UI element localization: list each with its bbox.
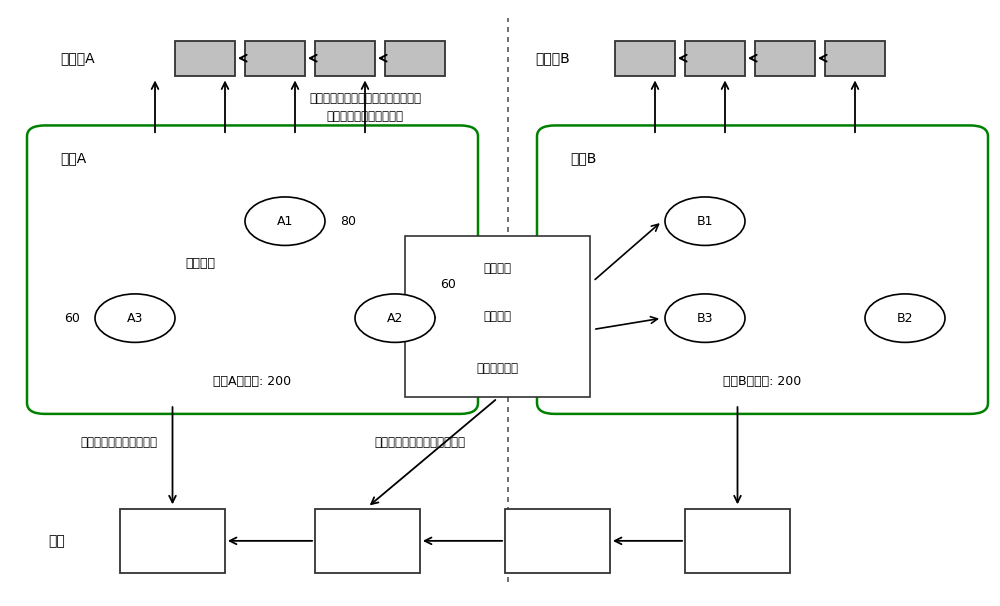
Text: 跨片交易: 跨片交易 [484, 262, 512, 275]
Bar [175, 41, 235, 76]
Bar [685, 509, 790, 573]
Text: 60: 60 [440, 278, 456, 291]
Text: A2: A2 [387, 311, 403, 325]
Text: 片内交易: 片内交易 [185, 257, 215, 270]
Text: 分片A总余额: 200: 分片A总余额: 200 [213, 375, 292, 388]
Bar [685, 41, 745, 76]
Text: B2: B2 [897, 311, 913, 325]
Bar [825, 41, 885, 76]
Bar [405, 236, 590, 397]
Circle shape [665, 197, 745, 245]
Text: 跨片交易聚合: 跨片交易聚合 [477, 362, 518, 375]
Circle shape [355, 294, 435, 342]
Circle shape [95, 294, 175, 342]
Bar [245, 41, 305, 76]
Text: 分片链B: 分片链B [535, 51, 570, 65]
Text: 分片状态存放至分片链上: 分片状态存放至分片链上 [326, 110, 404, 123]
Text: 主链: 主链 [48, 534, 65, 548]
Text: A1: A1 [277, 215, 293, 228]
Text: 聚合后的关键信息存放至主链: 聚合后的关键信息存放至主链 [374, 436, 466, 449]
Text: 分片链A: 分片链A [60, 51, 95, 65]
Text: 余额关键信息存放至主链: 余额关键信息存放至主链 [80, 436, 157, 449]
Text: 80: 80 [340, 215, 356, 228]
Text: 分片B: 分片B [570, 152, 596, 165]
Bar [505, 509, 610, 573]
Bar [315, 509, 420, 573]
Text: 片内交易和跨片交易存放至相关链上: 片内交易和跨片交易存放至相关链上 [309, 92, 421, 105]
Text: B3: B3 [697, 311, 713, 325]
Circle shape [865, 294, 945, 342]
Text: 跨片交易: 跨片交易 [484, 310, 512, 323]
Bar [385, 41, 445, 76]
Text: 分片B总余额: 200: 分片B总余额: 200 [723, 375, 802, 388]
Text: 60: 60 [64, 311, 80, 325]
Text: A3: A3 [127, 311, 143, 325]
FancyBboxPatch shape [537, 125, 988, 414]
Text: B1: B1 [697, 215, 713, 228]
Bar [315, 41, 375, 76]
Text: 分片A: 分片A [60, 152, 86, 165]
Bar [120, 509, 225, 573]
FancyBboxPatch shape [27, 125, 478, 414]
Bar [615, 41, 675, 76]
Circle shape [665, 294, 745, 342]
Circle shape [245, 197, 325, 245]
Bar [755, 41, 815, 76]
